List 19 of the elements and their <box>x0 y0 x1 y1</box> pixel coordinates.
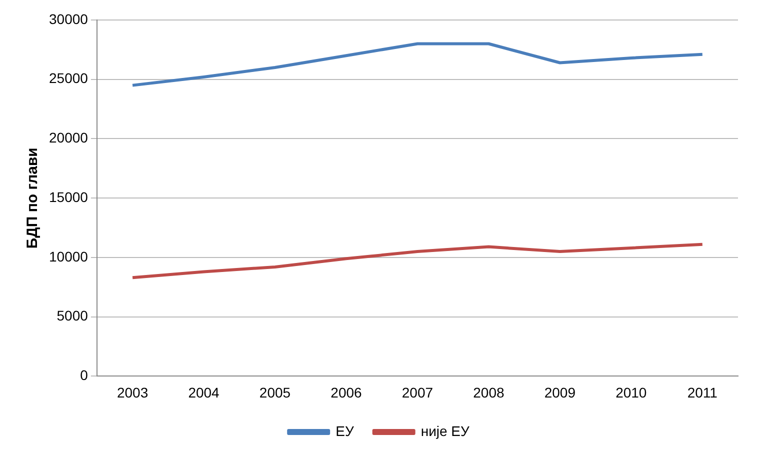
x-tick-label: 2005 <box>259 384 291 400</box>
x-tick-label: 2006 <box>330 384 362 400</box>
x-tick-label: 2007 <box>402 384 434 400</box>
y-tick-label: 20000 <box>48 130 88 146</box>
x-tick-label: 2011 <box>687 384 718 400</box>
x-tick-label: 2003 <box>116 384 148 400</box>
y-tick-label: 25000 <box>48 70 88 86</box>
x-tick-label: 2010 <box>616 384 647 400</box>
x-tick-label: 2009 <box>544 384 576 400</box>
x-tick-label: 2004 <box>188 384 220 400</box>
x-tick-label: 2008 <box>473 384 504 400</box>
legend-label: ЕУ <box>336 422 354 439</box>
y-tick-label: 10000 <box>48 248 88 264</box>
legend-label: није ЕУ <box>420 422 470 439</box>
y-tick-label: 0 <box>80 367 88 384</box>
y-tick-label: 30000 <box>48 10 88 27</box>
y-tick-label: 5000 <box>56 308 88 324</box>
y-axis-title: БДП по глави <box>24 148 42 249</box>
y-tick-label: 15000 <box>48 188 88 205</box>
